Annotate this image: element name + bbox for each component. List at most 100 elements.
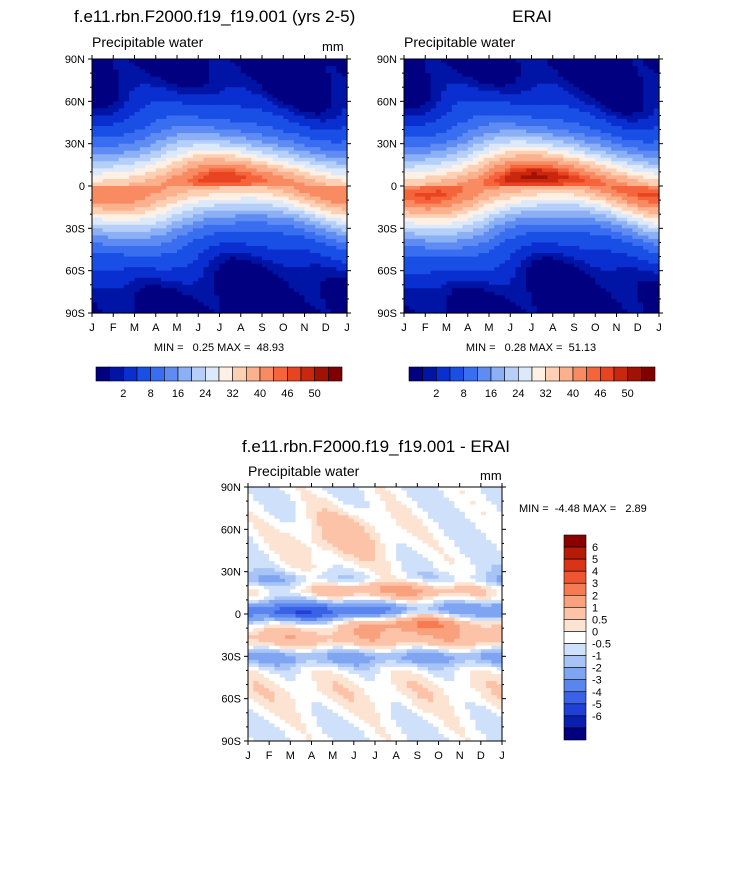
- heatmap-cell: [283, 143, 290, 148]
- heatmap-cell: [251, 133, 258, 138]
- heatmap-cell: [97, 175, 104, 180]
- heatmap-cell: [118, 267, 125, 272]
- heatmap-cell: [425, 157, 432, 162]
- heatmap-cell: [441, 277, 448, 282]
- heatmap-cell: [214, 154, 221, 159]
- heatmap-cell: [161, 175, 167, 180]
- heatmap-cell: [113, 224, 120, 229]
- heatmap-cell: [92, 108, 98, 113]
- heatmap-cell: [145, 260, 152, 265]
- heatmap-cell: [251, 157, 258, 162]
- heatmap-cell: [331, 104, 337, 109]
- heatmap-cell: [309, 80, 316, 85]
- heatmap-cell: [494, 267, 501, 272]
- heatmap-cell: [219, 309, 226, 314]
- heatmap-cell: [325, 136, 332, 141]
- heatmap-cell: [272, 108, 279, 113]
- heatmap-cell: [478, 193, 485, 198]
- heatmap-cell: [419, 129, 426, 134]
- heatmap-cell: [208, 73, 215, 78]
- heatmap-cell: [320, 143, 327, 148]
- heatmap-cell: [341, 150, 348, 155]
- heatmap-cell: [177, 126, 183, 131]
- heatmap-cell: [267, 87, 274, 92]
- heatmap-cell: [113, 140, 120, 145]
- heatmap-cell: [219, 200, 226, 205]
- heatmap-cell: [430, 168, 437, 173]
- heatmap-cell: [293, 274, 300, 279]
- heatmap-cell: [299, 59, 306, 64]
- heatmap-cell: [166, 309, 173, 314]
- heatmap-cell: [192, 249, 199, 254]
- heatmap-cell: [336, 298, 343, 304]
- heatmap-cell: [203, 224, 210, 229]
- heatmap-cell: [451, 143, 458, 148]
- heatmap-cell: [430, 178, 437, 184]
- heatmap-cell: [97, 221, 104, 226]
- heatmap-cell: [320, 129, 327, 134]
- heatmap-cell: [325, 263, 332, 268]
- heatmap-cell: [309, 90, 316, 95]
- heatmap-cell: [494, 150, 501, 155]
- heatmap-cell: [219, 302, 226, 307]
- heatmap-cell: [139, 221, 146, 226]
- heatmap-cell: [230, 175, 237, 180]
- heatmap-cell: [118, 97, 125, 102]
- heatmap-cell: [320, 136, 327, 141]
- heatmap-cell: [489, 203, 495, 208]
- heatmap-cell: [499, 260, 506, 265]
- heatmap-cell: [425, 253, 432, 258]
- heatmap-cell: [102, 186, 109, 191]
- heatmap-cell: [129, 228, 136, 233]
- heatmap-cell: [293, 140, 300, 145]
- heatmap-cell: [230, 245, 237, 251]
- heatmap-cell: [177, 133, 183, 138]
- heatmap-cell: [161, 66, 167, 71]
- heatmap-cell: [462, 196, 469, 201]
- heatmap-cell: [315, 231, 322, 236]
- heatmap-cell: [467, 175, 474, 180]
- heatmap-cell: [246, 136, 252, 141]
- heatmap-cell: [494, 203, 501, 208]
- heatmap-cell: [203, 111, 210, 117]
- heatmap-cell: [107, 284, 114, 289]
- heatmap-cell: [123, 235, 130, 240]
- heatmap-cell: [315, 87, 322, 92]
- heatmap-cell: [182, 267, 189, 272]
- heatmap-cell: [320, 270, 327, 275]
- heatmap-cell: [331, 274, 337, 279]
- panel-model: f.e11.rbn.F2000.f19_f19.001 (yrs 2-5) Pr…: [65, 7, 355, 400]
- heatmap-cell: [499, 143, 506, 148]
- heatmap-cell: [309, 83, 316, 88]
- heatmap-cell: [267, 111, 274, 117]
- heatmap-cell: [256, 136, 263, 141]
- heatmap-cell: [262, 175, 268, 180]
- heatmap-cell: [97, 298, 104, 304]
- heatmap-cell: [118, 196, 125, 201]
- heatmap-cell: [446, 66, 453, 71]
- heatmap-cell: [404, 214, 410, 219]
- heatmap-cell: [235, 111, 242, 117]
- heatmap-cell: [435, 288, 442, 293]
- heatmap-cell: [478, 161, 485, 166]
- heatmap-cell: [97, 242, 104, 247]
- heatmap-cell: [272, 136, 279, 141]
- heatmap-cell: [457, 238, 464, 244]
- heatmap-cell: [214, 274, 221, 279]
- heatmap-cell: [102, 214, 109, 219]
- heatmap-cell: [129, 94, 136, 99]
- heatmap-cell: [155, 203, 162, 208]
- heatmap-cell: [203, 305, 210, 311]
- heatmap-cell: [341, 133, 348, 138]
- heatmap-cell: [331, 281, 337, 286]
- heatmap-cell: [256, 245, 263, 251]
- heatmap-cell: [155, 129, 162, 134]
- heatmap-cell: [235, 242, 242, 247]
- heatmap-cell: [419, 62, 426, 67]
- heatmap-cell: [462, 62, 469, 67]
- heatmap-cell: [235, 231, 242, 236]
- heatmap-cell: [107, 253, 114, 258]
- heatmap-cell: [224, 122, 231, 127]
- heatmap-cell: [262, 245, 268, 251]
- heatmap-cell: [198, 207, 205, 212]
